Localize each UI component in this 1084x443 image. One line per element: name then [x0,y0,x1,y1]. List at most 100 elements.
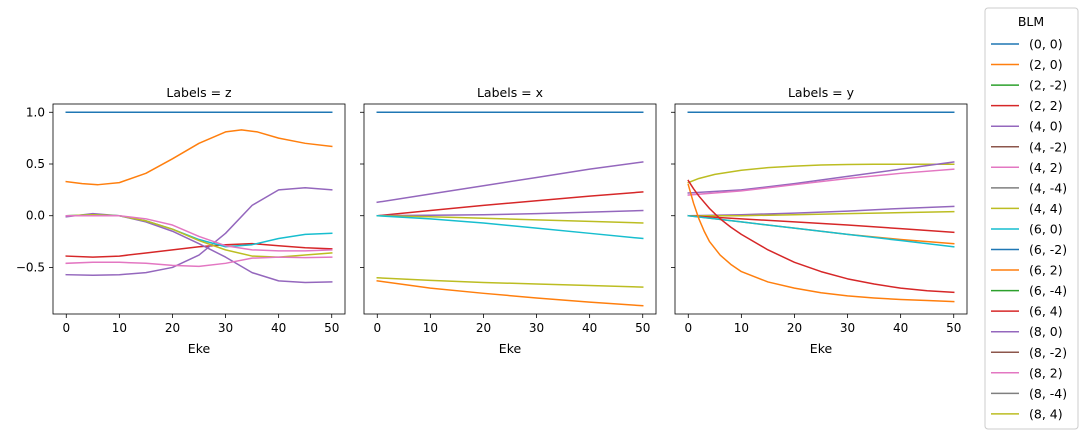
x-tick-label: 10 [423,321,438,335]
legend-label: (8, 0) [1029,324,1063,339]
legend: BLM (0, 0) (2, 0) (2, -2) (2, 2) (4, 0) (4, -… [984,7,1079,430]
legend-label: (4, 0) [1029,119,1063,134]
series-line-_4_0_ [65,187,333,276]
series-line-_8_0_ [687,205,955,217]
panel-1: 0 10 20 30 40 50 1.0 0.5 0.0 −0.5 Labels = z Eke [16,85,346,356]
legend-label: (6, 4) [1029,304,1063,319]
x-tick-label: 30 [218,321,233,335]
series-line-_4_4_ [687,163,955,184]
series-line-_6_0_ [376,214,644,240]
legend-item: (2, -2) [991,78,1067,93]
x-tick-label: 20 [787,321,802,335]
panel-1-frame [52,103,346,315]
x-tick-label: 50 [324,321,339,335]
legend-item: (4, -2) [991,139,1067,154]
panel-3: 0 10 20 30 40 50 Labels = y Eke [671,85,968,356]
legend-item: (8, -2) [991,345,1067,360]
legend-label: (6, 0) [1029,221,1063,236]
legend-item: (6, -4) [991,283,1067,298]
series-line-_4_2_ [65,214,333,252]
series-line-_8_0_ [65,212,333,284]
x-tick-label: 50 [946,321,961,335]
x-tick-label: 0 [684,321,692,335]
y-tick-label: −0.5 [16,260,45,274]
legend-label: (6, -4) [1029,283,1067,298]
panel-1-xlabel: Eke [188,341,211,356]
legend-label: (4, -4) [1029,180,1067,195]
panel-3-title: Labels = y [788,85,855,100]
panel-1-title: Labels = z [166,85,232,100]
legend-item: (2, 2) [991,98,1063,113]
legend-item: (6, 0) [991,221,1063,236]
legend-item: (8, 2) [991,365,1063,380]
legend-item: (6, 2) [991,263,1063,278]
series-line-_2_2_ [687,179,955,294]
legend-frame [984,7,1079,430]
legend-item: (4, 2) [991,160,1063,175]
legend-label: (2, 0) [1029,57,1063,72]
series-line-_6_2_ [687,183,955,303]
series-line-_6_0_ [687,214,955,248]
series-line-_8_4_ [687,210,955,217]
legend-item: (4, -4) [991,180,1067,195]
legend-item: (2, 0) [991,57,1063,72]
legend-label: (2, 2) [1029,98,1063,113]
x-tick-label: 0 [373,321,381,335]
series-line-_2_0_ [376,280,644,307]
legend-title: BLM [1018,14,1044,29]
series-line-_6_4_ [376,191,644,217]
series-line-_2_0_ [65,129,333,186]
y-tick-label: 1.0 [26,105,45,119]
legend-label: (6, -2) [1029,242,1067,257]
x-tick-label: 10 [112,321,127,335]
legend-label: (8, -4) [1029,386,1067,401]
legend-label: (2, -2) [1029,78,1067,93]
series-line-_6_0_ [65,213,333,248]
panel-3-xlabel: Eke [810,341,833,356]
legend-item: (8, 4) [991,406,1063,421]
series-line-_6_4_ [65,242,333,258]
x-tick-label: 30 [529,321,544,335]
legend-item: (4, 4) [991,201,1063,216]
legend-item: (6, 4) [991,304,1063,319]
panel-2-frame [363,103,657,315]
legend-label: (4, 2) [1029,160,1063,175]
legend-item: (0, 0) [991,37,1063,52]
panel-2-xlabel: Eke [499,341,522,356]
panel-3-frame [674,103,968,315]
x-tick-label: 40 [582,321,597,335]
series-line-_8_2_ [65,256,333,268]
panels: 0 10 20 30 40 50 1.0 0.5 0.0 −0.5 Labels = z Eke 0 10… [16,85,968,356]
x-tick-label: 20 [476,321,491,335]
legend-item: (4, 0) [991,119,1063,134]
legend-label: (0, 0) [1029,37,1063,52]
series-line-_8_4_ [376,277,644,288]
legend-label: (8, 2) [1029,365,1063,380]
x-tick-label: 40 [271,321,286,335]
legend-items: (0, 0) (2, 0) (2, -2) (2, 2) (4, 0) (4, -2) (4… [991,37,1067,421]
panel-2: 0 10 20 30 40 50 Labels = x Eke [360,85,657,356]
series-line-_8_2_ [687,168,955,196]
legend-item: (8, -4) [991,386,1067,401]
panel-1-lines [65,111,333,284]
legend-label: (4, 4) [1029,201,1063,216]
x-tick-label: 20 [165,321,180,335]
legend-item: (6, -2) [991,242,1067,257]
panel-3-lines [687,111,955,303]
panel-2-title: Labels = x [477,85,543,100]
legend-label: (4, -2) [1029,139,1067,154]
x-tick-label: 0 [62,321,70,335]
series-line-_4_0_ [376,161,644,204]
legend-label: (6, 2) [1029,263,1063,278]
series-line-_8_0_ [376,209,644,217]
y-tick-label: 0.5 [26,157,45,171]
x-tick-label: 30 [840,321,855,335]
legend-label: (8, -2) [1029,345,1067,360]
legend-label: (8, 4) [1029,406,1063,421]
panel-2-lines [376,111,644,307]
y-tick-label: 0.0 [26,209,45,223]
legend-item: (8, 0) [991,324,1063,339]
x-tick-label: 40 [893,321,908,335]
series-line-_4_0_ [687,161,955,194]
